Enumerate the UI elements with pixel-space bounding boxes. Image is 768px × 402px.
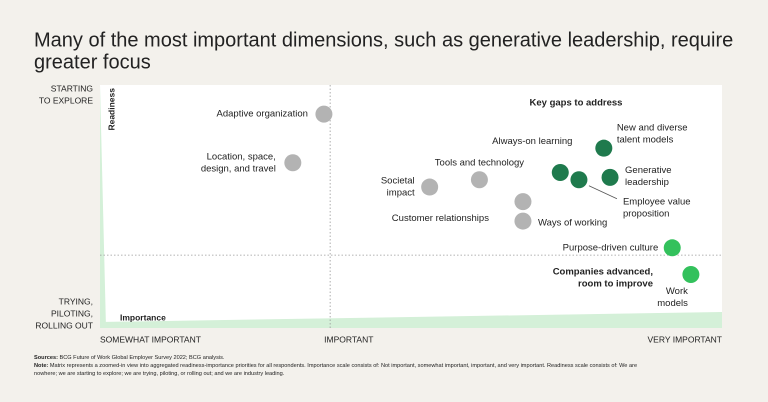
point	[421, 178, 439, 196]
point-label: New and diverse	[617, 123, 688, 134]
point-label: Ways of working	[538, 218, 607, 229]
point	[514, 212, 532, 230]
y-tick-label: TRYING,	[59, 296, 93, 306]
point-label: leadership	[625, 177, 669, 188]
point-label: proposition	[623, 208, 669, 219]
x-tick-label: VERY IMPORTANT	[648, 334, 722, 344]
plot-area	[100, 85, 722, 328]
chart-title: Many of the most important dimensions, s…	[34, 29, 733, 51]
point	[682, 266, 700, 284]
point-label: Work	[666, 286, 688, 297]
y-tick-label: TO EXPLORE	[39, 95, 93, 105]
x-tick-label: SOMEWHAT IMPORTANT	[100, 334, 201, 344]
footnote-text: Matrix represents a zoomed-in view into …	[48, 363, 637, 369]
point-label: Purpose-driven culture	[563, 242, 659, 253]
point	[315, 105, 333, 123]
point	[284, 154, 302, 172]
footnote-label: Note:	[34, 363, 48, 369]
y-axis-title: Readiness	[106, 88, 116, 131]
point-label: design, and travel	[201, 163, 276, 174]
y-tick-label: PILOTING,	[51, 308, 93, 318]
point	[595, 139, 613, 157]
annotation: Companies advanced,	[553, 267, 653, 278]
point	[470, 171, 488, 189]
x-axis-title: Importance	[120, 312, 166, 322]
point-label: Location, space,	[207, 151, 276, 162]
footnote-text: BCG Future of Work Global Employer Surve…	[58, 355, 225, 361]
x-tick-label: IMPORTANT	[324, 334, 373, 344]
edge-shade	[100, 312, 722, 328]
footnote-text: nowhere; we are starting to explore; we …	[34, 371, 285, 377]
point	[514, 193, 532, 211]
point	[551, 163, 569, 181]
footnote: Sources: BCG Future of Work Global Emplo…	[34, 355, 225, 361]
point-label: Adaptive organization	[217, 109, 308, 120]
point-label: models	[657, 298, 688, 309]
point-label: Customer relationships	[392, 213, 489, 224]
point-label: Tools and technology	[435, 157, 525, 168]
point	[663, 239, 681, 257]
footnote: nowhere; we are starting to explore; we …	[34, 371, 285, 377]
point	[570, 171, 588, 189]
y-tick-label: ROLLING OUT	[35, 320, 93, 330]
annotation: room to improve	[578, 279, 653, 290]
footnote: Note: Matrix represents a zoomed-in view…	[34, 363, 637, 369]
point-label: Always-on learning	[492, 136, 572, 147]
chart-title: greater focus	[34, 51, 151, 73]
edge-shade	[100, 85, 106, 328]
leader-line	[588, 185, 618, 200]
point-label: Societal	[381, 176, 415, 187]
point-label: talent models	[617, 135, 674, 146]
annotation: Key gaps to address	[530, 98, 623, 109]
point	[601, 168, 619, 186]
y-tick-label: STARTING	[51, 83, 93, 93]
point-label: Employee value	[623, 196, 691, 207]
point-label: impact	[387, 188, 415, 199]
footnote-label: Sources:	[34, 355, 58, 361]
point-label: Generative	[625, 165, 671, 176]
